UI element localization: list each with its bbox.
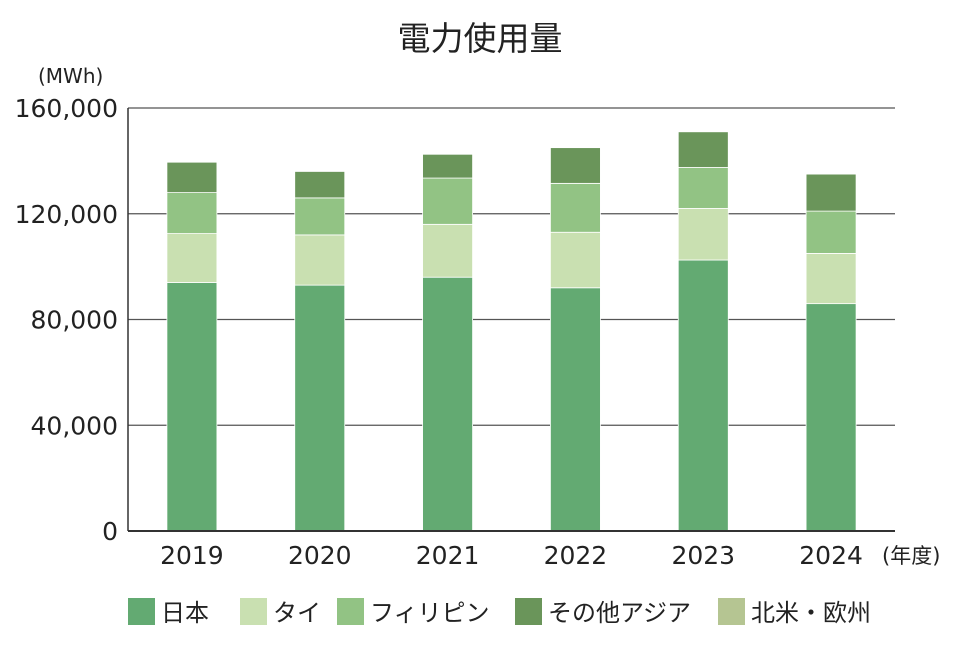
- bar-segment-2023-0: [677, 259, 729, 532]
- legend-label: 日本: [161, 599, 209, 627]
- bar-segment-2022-0: [550, 287, 601, 532]
- legend-swatch: [128, 598, 155, 625]
- chart-title: 電力使用量: [398, 19, 563, 58]
- x-axis-unit-label: (年度): [882, 544, 940, 568]
- bar-segment-2021-3: [422, 153, 473, 179]
- axes: [127, 108, 895, 532]
- y-tick-label: 160,000: [15, 94, 118, 123]
- legend-label: タイ: [273, 599, 321, 627]
- bar-segment-2023-3: [677, 131, 729, 168]
- legend-swatch: [515, 598, 542, 625]
- y-tick-label: 120,000: [15, 200, 118, 229]
- bar-segment-2021-1: [422, 223, 473, 278]
- bar-segment-2024-3: [805, 173, 857, 212]
- bar-segment-2023-2: [677, 167, 729, 209]
- x-tick-label: 2022: [544, 541, 608, 570]
- legend-swatch: [337, 598, 364, 625]
- bar-segment-2024-1: [805, 253, 857, 305]
- legend-label: フィリピン: [370, 599, 490, 627]
- bar-segment-2019-3: [166, 161, 218, 193]
- bar-segment-2019-0: [166, 282, 218, 532]
- y-axis-unit-label: (MWh): [38, 64, 103, 88]
- bar-segment-2019-2: [166, 192, 218, 234]
- bar-segment-2024-0: [805, 303, 857, 532]
- x-tick-label: 2024: [799, 541, 863, 570]
- legend-swatch: [240, 598, 267, 625]
- y-tick-label: 40,000: [31, 411, 118, 440]
- legend-label: その他アジア: [548, 599, 691, 627]
- bar-segment-2019-1: [166, 233, 218, 283]
- bar-segment-2021-0: [422, 276, 473, 532]
- bar-segment-2020-1: [294, 234, 346, 286]
- legend: 日本 タイ フィリピン その他アジア 北米・欧州: [128, 598, 871, 627]
- bar-segment-2022-2: [550, 182, 601, 233]
- bar-segment-2023-1: [677, 208, 729, 261]
- gridlines: [128, 107, 895, 426]
- x-tick-label: 2019: [160, 541, 224, 570]
- x-tick-label: 2021: [416, 541, 480, 570]
- bar-segment-2020-0: [294, 284, 346, 532]
- bar-segment-2022-3: [550, 147, 601, 184]
- x-tick-label: 2023: [671, 541, 735, 570]
- bar-segment-2021-2: [422, 177, 473, 225]
- tick-labels: 0 40,000 80,000 120,000 160,000 2019 2020 2021 2…: [15, 94, 863, 570]
- y-tick-label: 0: [102, 517, 118, 546]
- bar-segment-2022-1: [550, 231, 601, 289]
- bar-segment-2024-2: [805, 210, 857, 254]
- bar-segment-2020-2: [294, 197, 346, 236]
- bars: [166, 131, 857, 532]
- bar-segment-2020-3: [294, 171, 346, 199]
- x-tick-label: 2020: [288, 541, 352, 570]
- legend-swatch: [718, 598, 745, 625]
- legend-label: 北米・欧州: [751, 599, 871, 627]
- y-tick-label: 80,000: [31, 306, 118, 335]
